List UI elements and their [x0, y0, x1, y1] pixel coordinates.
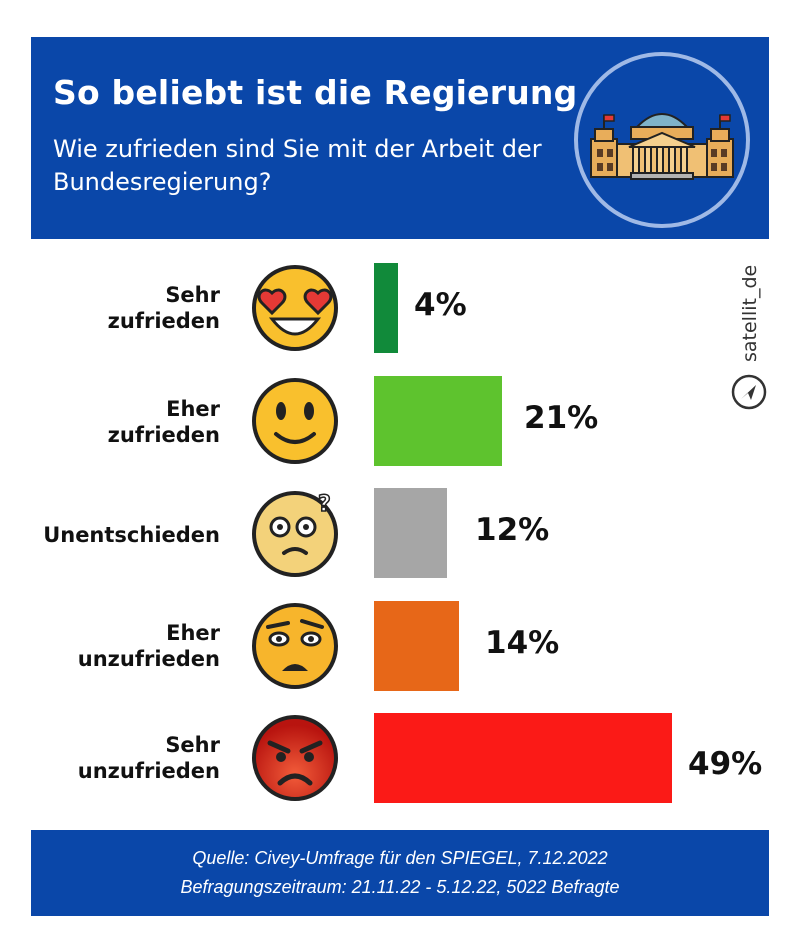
heart-eyes-emoji-icon — [252, 265, 338, 351]
header-banner: So beliebt ist die Regierung Wie zufried… — [31, 37, 769, 239]
brand-text: satellit_de — [739, 264, 761, 362]
source-text: Quelle: Civey-Umfrage für den SPIEGEL, 7… — [192, 848, 608, 868]
bar-eher-zufrieden — [374, 376, 502, 466]
value-label-eher-unzufrieden: 14% — [485, 625, 560, 661]
category-label-sehr-zufrieden: Sehr zufrieden — [107, 283, 220, 333]
smiling-emoji-icon — [252, 378, 338, 464]
value-label-unentschieden: 12% — [475, 512, 550, 548]
category-label-eher-zufrieden: Eher zufrieden — [107, 397, 220, 447]
source-footer: Quelle: Civey-Umfrage für den SPIEGEL, 7… — [31, 830, 769, 916]
brand-watermark: satellit_de — [727, 262, 773, 412]
paper-plane-icon — [731, 374, 767, 410]
chart-subtitle: Wie zufrieden sind Sie mit der Arbeit de… — [53, 135, 542, 196]
category-label-sehr-unzufrieden: Sehr unzufrieden — [77, 733, 220, 783]
category-label-eher-unzufrieden: Eher unzufrieden — [77, 621, 220, 671]
angry-emoji-icon — [252, 715, 338, 801]
bar-sehr-zufrieden — [374, 263, 398, 353]
chart-title: So beliebt ist die Regierung — [53, 73, 578, 112]
survey-period-text: Befragungszeitraum: 21.11.22 - 5.12.22, … — [180, 877, 620, 897]
bar-sehr-unzufrieden — [374, 713, 672, 803]
value-label-eher-zufrieden: 21% — [524, 400, 599, 436]
skeptical-emoji-icon — [252, 603, 338, 689]
value-label-sehr-unzufrieden: 49% — [688, 746, 763, 782]
confused-emoji-icon: ? — [252, 491, 338, 577]
category-label-unentschieden: Unentschieden — [43, 523, 220, 547]
value-label-sehr-zufrieden: 4% — [414, 287, 467, 323]
svg-text:?: ? — [318, 492, 331, 517]
reichstag-building-icon — [574, 52, 750, 228]
bar-eher-unzufrieden — [374, 601, 459, 691]
bar-unentschieden — [374, 488, 447, 578]
